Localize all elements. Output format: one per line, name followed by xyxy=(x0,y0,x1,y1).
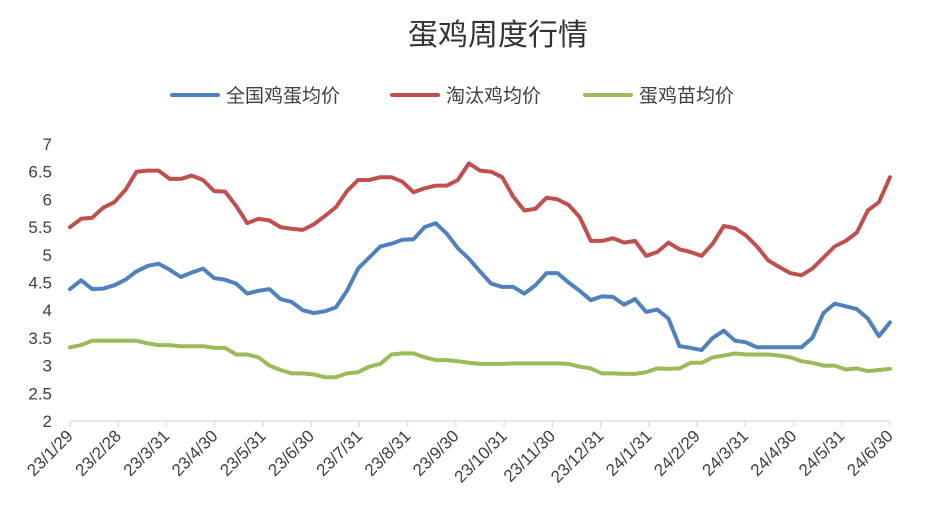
x-tick-label: 23/6/30 xyxy=(264,426,318,480)
y-tick-label: 2 xyxy=(43,412,52,431)
legend-label-1: 全国鸡蛋均价 xyxy=(226,85,340,107)
x-tick-label: 23/8/31 xyxy=(361,426,415,480)
series-line-2 xyxy=(68,161,892,278)
x-tick-label: 23/7/31 xyxy=(313,426,367,480)
x-tick-label: 24/5/31 xyxy=(795,426,849,480)
legend-label-3: 蛋鸡苗均价 xyxy=(639,85,734,107)
x-tick-label: 24/2/29 xyxy=(650,426,704,480)
x-tick-label: 24/6/30 xyxy=(843,426,897,480)
y-tick-label: 4 xyxy=(43,301,52,320)
x-tick-label: 23/2/28 xyxy=(72,426,126,480)
series-line-3 xyxy=(68,338,892,380)
x-tick-label: 23/3/31 xyxy=(120,426,174,480)
x-axis: 23/1/2923/2/2823/3/3123/4/3023/5/3123/6/… xyxy=(23,420,897,487)
y-tick-label: 6 xyxy=(43,190,52,209)
x-tick-label: 23/4/30 xyxy=(168,426,222,480)
chart-title: 蛋鸡周度行情 xyxy=(408,18,588,53)
x-tick-label: 24/3/31 xyxy=(699,426,753,480)
y-tick-label: 5.5 xyxy=(28,218,52,237)
y-tick-label: 3.5 xyxy=(28,329,52,348)
legend-label-2: 淘汰鸡均价 xyxy=(446,85,541,107)
x-tick-label: 24/1/31 xyxy=(602,426,656,480)
x-tick-label: 23/12/31 xyxy=(547,426,607,486)
y-tick-label: 2.5 xyxy=(28,384,52,403)
y-tick-label: 7 xyxy=(43,135,52,154)
x-tick-label: 23/5/31 xyxy=(216,426,270,480)
y-tick-label: 3 xyxy=(43,357,52,376)
y-tick-label: 5 xyxy=(43,246,52,265)
series-layer xyxy=(68,161,892,380)
legend: 全国鸡蛋均价 淘汰鸡均价 蛋鸡苗均价 xyxy=(170,85,734,107)
x-tick-label: 24/4/30 xyxy=(747,426,801,480)
x-tick-label: 23/1/29 xyxy=(23,426,77,480)
y-axis: 2 2.5 3 3.5 4 4.5 5 5.5 6 6.5 7 xyxy=(28,135,52,431)
y-tick-label: 4.5 xyxy=(28,274,52,293)
x-tick-label: 23/10/31 xyxy=(451,426,511,486)
y-tick-label: 6.5 xyxy=(28,163,52,182)
series-line-1 xyxy=(68,221,892,353)
